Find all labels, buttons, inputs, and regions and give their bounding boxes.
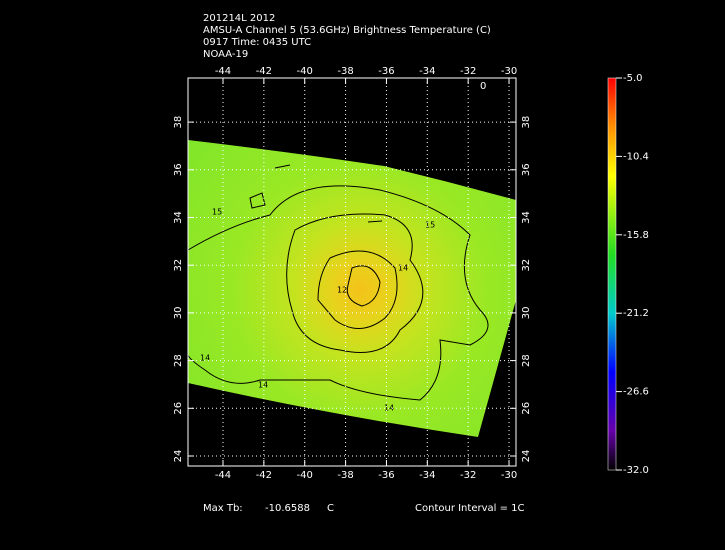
- lon-tick-label: -36: [378, 470, 394, 481]
- lat-tick-label: 26: [521, 402, 532, 415]
- contour-label: 14: [384, 404, 394, 413]
- lon-tick-label: -32: [460, 66, 476, 77]
- lat-tick-label: 34: [521, 211, 532, 224]
- lat-tick-label: 30: [521, 307, 532, 320]
- header-line: AMSU-A Channel 5 (53.6GHz) Brightness Te…: [203, 25, 491, 36]
- lat-tick-label: 24: [521, 450, 532, 463]
- lon-tick-label: -40: [297, 470, 313, 481]
- lat-tick-label: 32: [521, 259, 532, 272]
- lon-tick-label: -34: [419, 470, 435, 481]
- contour-label: 15: [425, 221, 435, 230]
- colorbar: [607, 77, 617, 471]
- contour-label: 14: [398, 264, 408, 273]
- header-line: NOAA-19: [203, 49, 248, 60]
- lat-tick-label: 38: [173, 116, 184, 129]
- lon-tick-label: -36: [378, 66, 394, 77]
- colorbar-label: -32.0: [623, 465, 649, 476]
- max-label: Max Tb:: [203, 503, 243, 514]
- colorbar-label: -21.2: [623, 308, 649, 319]
- lat-tick-label: 28: [521, 354, 532, 367]
- lon-tick-label: -44: [215, 66, 231, 77]
- lon-tick-label: -38: [337, 470, 353, 481]
- lon-tick-label: -44: [215, 470, 231, 481]
- lat-tick-label: 28: [173, 354, 184, 367]
- lon-tick-label: -34: [419, 66, 435, 77]
- contours: [187, 164, 489, 401]
- lat-tick-label: 36: [173, 163, 184, 176]
- header: 201214L 2012 AMSU-A Channel 5 (53.6GHz) …: [203, 13, 491, 60]
- axes: -44 -44 -42 -42 -40 -40 -38 -38 -36 -36 -34 -34 -32 -…: [173, 66, 532, 481]
- lon-tick-label: -30: [501, 66, 517, 77]
- lat-tick-label: 24: [173, 450, 184, 463]
- contour-label: 15: [212, 208, 222, 217]
- contour-interval: Contour Interval = 1C: [415, 503, 525, 514]
- colorbar-label: -5.0: [623, 73, 643, 84]
- lon-tick-label: -32: [460, 470, 476, 481]
- footer: Max Tb: -10.6588 C Contour Interval = 1C: [203, 503, 525, 514]
- lat-tick-label: 30: [173, 307, 184, 320]
- colorbar-label: -15.8: [623, 230, 649, 241]
- lon-tick-label: -42: [256, 470, 272, 481]
- lon-tick-label: -40: [297, 66, 313, 77]
- contour-label: 12: [337, 286, 347, 295]
- colorbar-labels: -5.0 -10.4 -15.8 -21.2 -26.6 -32.0: [616, 73, 649, 476]
- lat-tick-label: 26: [173, 402, 184, 415]
- colorbar-label: -10.4: [623, 151, 649, 162]
- lat-tick-label: 36: [521, 163, 532, 176]
- max-value: -10.6588: [265, 503, 310, 514]
- map-frame: [187, 77, 517, 467]
- header-line: 201214L 2012: [203, 13, 275, 24]
- contour-label: 14: [200, 354, 210, 363]
- lat-tick-label: 34: [173, 211, 184, 224]
- lon-tick-label: -42: [256, 66, 272, 77]
- lon-tick-label: -38: [337, 66, 353, 77]
- lat-tick-label: 38: [521, 116, 532, 129]
- max-unit: C: [327, 503, 334, 514]
- lon-tick-label: -30: [501, 470, 517, 481]
- header-line: 0917 Time: 0435 UTC: [203, 37, 311, 48]
- colorbar-label: -26.6: [623, 387, 649, 398]
- contour-label: 0: [480, 81, 486, 92]
- contour-labels: 15 14 15 12 14 14 14 0: [200, 81, 486, 413]
- contour-label: 14: [258, 381, 268, 390]
- lat-tick-label: 32: [173, 259, 184, 272]
